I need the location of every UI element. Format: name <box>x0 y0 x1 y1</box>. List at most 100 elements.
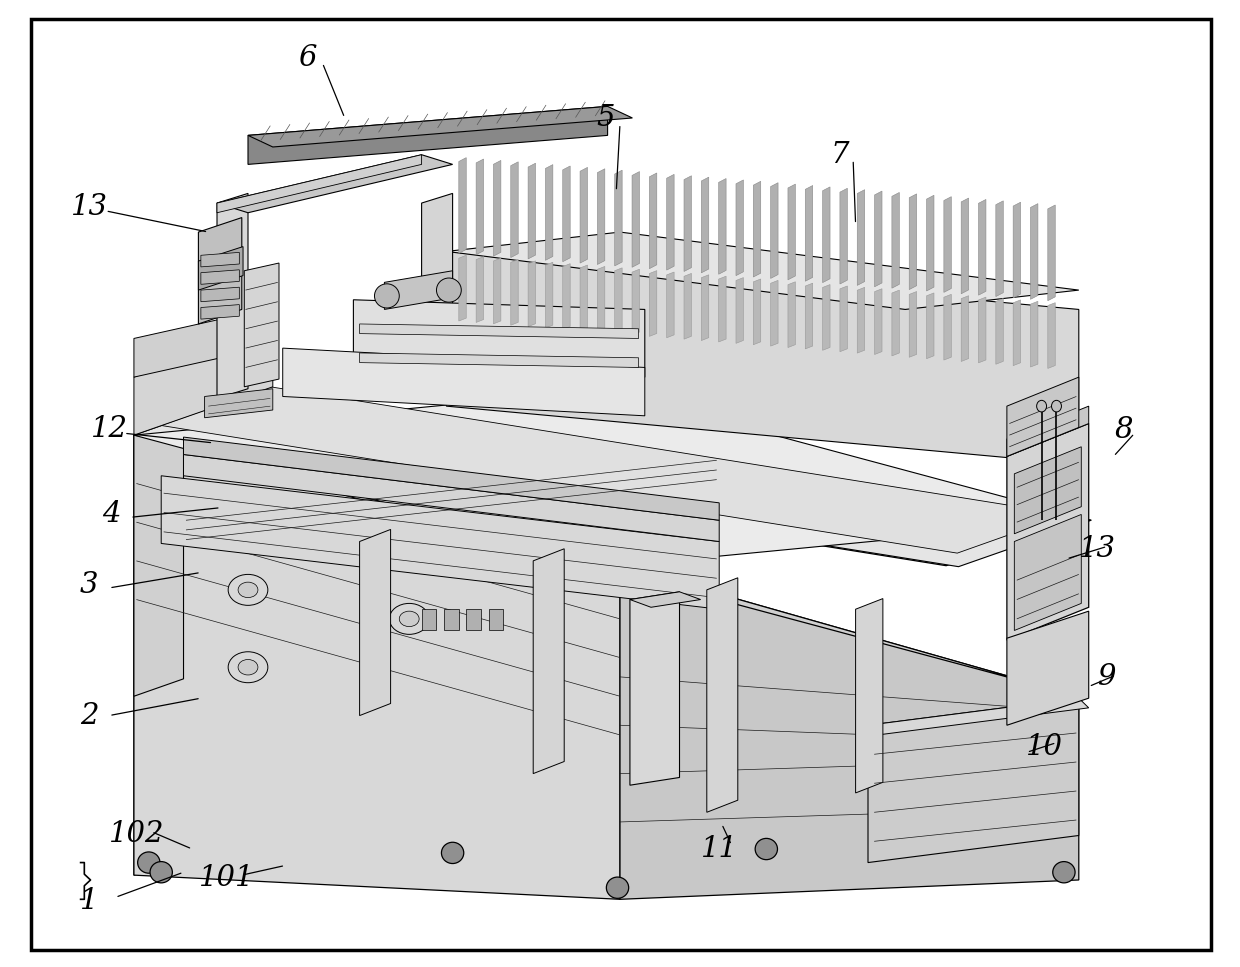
Ellipse shape <box>138 852 160 873</box>
Polygon shape <box>874 191 882 287</box>
Polygon shape <box>1014 514 1081 630</box>
Polygon shape <box>580 265 588 331</box>
Polygon shape <box>1030 302 1038 367</box>
Polygon shape <box>444 609 459 630</box>
Circle shape <box>389 603 429 634</box>
Polygon shape <box>944 294 951 360</box>
Polygon shape <box>134 435 620 899</box>
Polygon shape <box>909 193 916 289</box>
Polygon shape <box>494 258 501 324</box>
Polygon shape <box>615 268 622 334</box>
Ellipse shape <box>441 842 464 864</box>
Ellipse shape <box>436 278 461 303</box>
Ellipse shape <box>1052 400 1061 412</box>
Polygon shape <box>874 289 882 355</box>
Polygon shape <box>134 418 184 696</box>
Text: 8: 8 <box>1115 417 1132 444</box>
Polygon shape <box>466 609 481 630</box>
Polygon shape <box>630 592 680 785</box>
Polygon shape <box>1007 406 1089 456</box>
Polygon shape <box>737 180 744 276</box>
Polygon shape <box>459 255 466 321</box>
Polygon shape <box>217 193 248 398</box>
Polygon shape <box>134 435 1079 696</box>
Polygon shape <box>719 277 727 342</box>
Polygon shape <box>184 454 719 542</box>
Polygon shape <box>201 305 239 319</box>
Ellipse shape <box>1037 400 1047 412</box>
Polygon shape <box>198 218 242 324</box>
Polygon shape <box>489 609 503 630</box>
Polygon shape <box>868 698 1089 735</box>
Text: 2: 2 <box>81 702 98 729</box>
Text: 13: 13 <box>1079 536 1116 563</box>
Polygon shape <box>494 161 501 256</box>
Polygon shape <box>161 387 1066 553</box>
Polygon shape <box>868 698 1079 863</box>
Polygon shape <box>546 262 553 328</box>
Polygon shape <box>476 159 484 254</box>
Polygon shape <box>446 232 1079 309</box>
Polygon shape <box>360 324 639 338</box>
Polygon shape <box>134 389 1091 567</box>
Polygon shape <box>134 392 267 875</box>
Polygon shape <box>787 184 795 279</box>
Polygon shape <box>702 177 709 273</box>
Polygon shape <box>201 252 239 267</box>
Polygon shape <box>805 283 812 349</box>
Text: 102: 102 <box>109 820 164 847</box>
Polygon shape <box>944 196 951 292</box>
Polygon shape <box>161 476 719 609</box>
Polygon shape <box>753 182 760 277</box>
Ellipse shape <box>606 877 629 898</box>
Polygon shape <box>184 437 719 520</box>
Polygon shape <box>770 280 777 346</box>
Text: 10: 10 <box>1025 733 1063 760</box>
Polygon shape <box>684 176 692 272</box>
Text: 6: 6 <box>299 44 316 72</box>
Polygon shape <box>217 155 422 213</box>
Text: 3: 3 <box>81 571 98 599</box>
Polygon shape <box>1030 204 1038 300</box>
Polygon shape <box>822 187 830 282</box>
Polygon shape <box>630 592 701 607</box>
Ellipse shape <box>150 862 172 883</box>
Polygon shape <box>353 300 645 377</box>
Polygon shape <box>384 271 453 309</box>
Polygon shape <box>580 167 588 263</box>
Polygon shape <box>996 201 1003 297</box>
Polygon shape <box>1013 202 1021 298</box>
Polygon shape <box>892 290 899 356</box>
Text: 12: 12 <box>91 416 128 443</box>
Circle shape <box>228 574 268 605</box>
Polygon shape <box>205 389 273 418</box>
Polygon shape <box>1013 300 1021 366</box>
Polygon shape <box>283 348 645 416</box>
Polygon shape <box>770 183 777 278</box>
Polygon shape <box>422 193 453 348</box>
Text: 11: 11 <box>701 835 738 863</box>
Circle shape <box>238 582 258 598</box>
Polygon shape <box>926 293 934 359</box>
Polygon shape <box>650 173 657 269</box>
Polygon shape <box>961 198 968 294</box>
Polygon shape <box>134 392 1079 566</box>
Polygon shape <box>446 251 1079 464</box>
Polygon shape <box>822 284 830 350</box>
Polygon shape <box>563 166 570 262</box>
Polygon shape <box>598 169 605 265</box>
Text: 1: 1 <box>81 888 98 915</box>
Polygon shape <box>1014 447 1081 534</box>
Text: 13: 13 <box>71 193 108 220</box>
Polygon shape <box>702 275 709 340</box>
Polygon shape <box>546 164 553 260</box>
Polygon shape <box>1048 205 1055 301</box>
Circle shape <box>399 611 419 627</box>
Polygon shape <box>839 286 847 352</box>
Polygon shape <box>909 291 916 357</box>
Polygon shape <box>476 256 484 322</box>
Polygon shape <box>753 278 760 344</box>
Text: 101: 101 <box>200 864 254 892</box>
Polygon shape <box>719 179 727 275</box>
Text: 7: 7 <box>831 141 848 168</box>
